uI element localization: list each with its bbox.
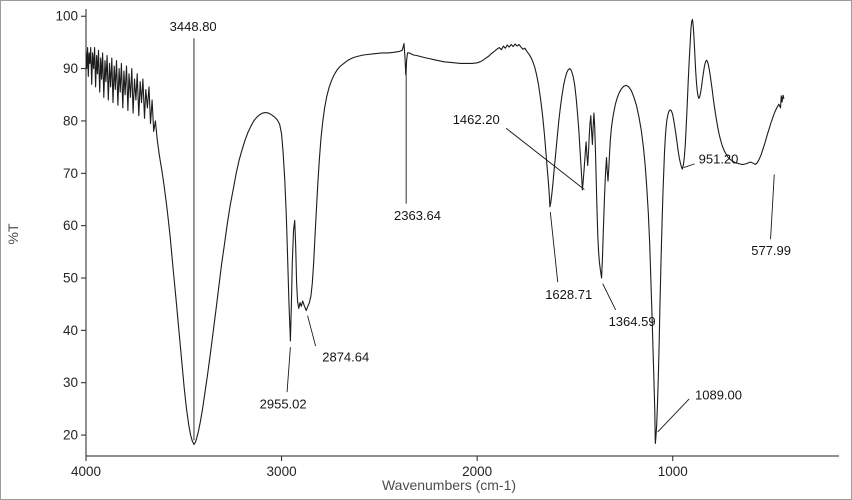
annotation-label: 577.99 (751, 243, 791, 258)
annotation-label: 951.20 (699, 152, 739, 167)
y-tick-label: 40 (63, 323, 78, 338)
y-tick-label: 80 (63, 113, 78, 128)
x-tick-label: 1000 (658, 464, 688, 479)
annotation-label: 2874.64 (322, 350, 369, 365)
x-axis-title: Wavenumbers (cm-1) (382, 477, 516, 493)
y-tick-label: 50 (63, 271, 78, 286)
annotation-leader-line (770, 174, 775, 240)
annotation-label: 1462.20 (453, 112, 500, 127)
y-tick-label: 90 (63, 61, 78, 76)
annotation-label: 1364.59 (609, 314, 656, 329)
y-tick-label: 30 (63, 375, 78, 390)
y-tick-label: 20 (63, 428, 78, 443)
y-tick-label: 60 (63, 218, 78, 233)
annotation-leader-line (505, 127, 585, 190)
annotation-leader-line (602, 283, 617, 311)
y-tick-label: 100 (55, 9, 78, 24)
annotation-label: 2955.02 (260, 397, 307, 412)
annotation-label: 2363.64 (394, 208, 441, 223)
x-tick-label: 2000 (462, 464, 492, 479)
spectrum-line (85, 18, 785, 446)
x-tick-label: 4000 (71, 464, 101, 479)
annotation-leader-line (683, 163, 695, 168)
x-tick-label: 3000 (267, 464, 297, 479)
annotation-leader-line (286, 347, 291, 393)
annotation-label: 3448.80 (170, 19, 217, 34)
annotation-leader-line (549, 211, 559, 283)
y-axis-title: %T (5, 223, 21, 244)
annotation-leader-line (307, 315, 317, 347)
y-tick-label: 70 (63, 166, 78, 181)
annotation-label: 1628.71 (545, 287, 592, 302)
annotation-leader-line (657, 398, 690, 433)
annotation-label: 1089.00 (695, 387, 742, 402)
